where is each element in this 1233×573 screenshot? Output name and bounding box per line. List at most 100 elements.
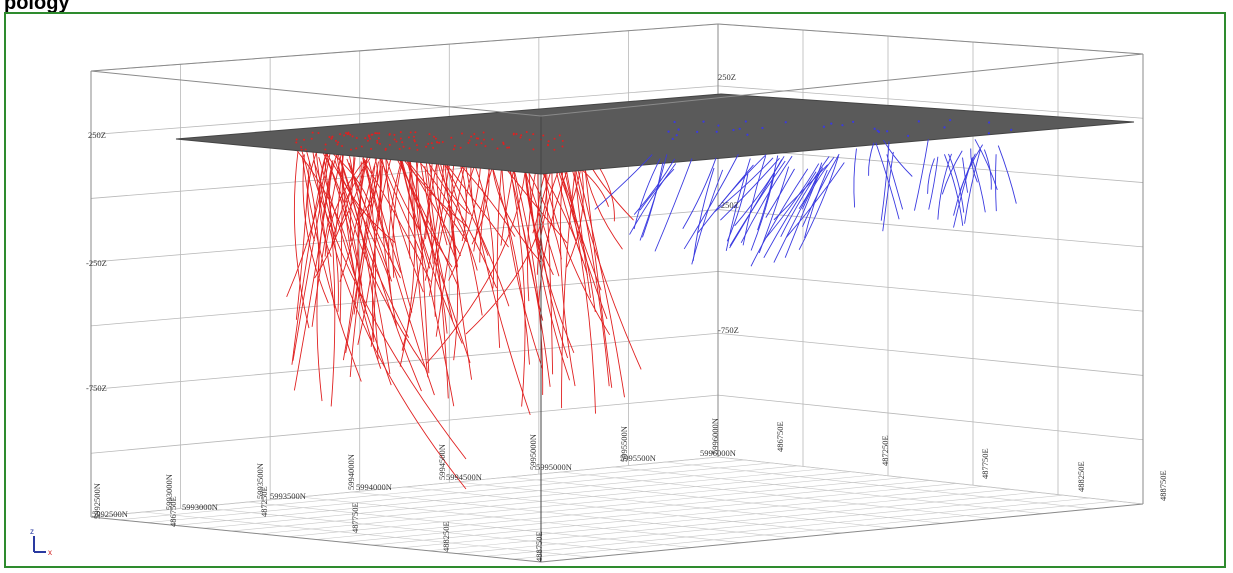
collar-marker xyxy=(677,128,680,131)
drillhole-trace xyxy=(491,165,542,263)
drillhole-trace xyxy=(633,158,676,215)
collar-marker xyxy=(351,135,354,138)
drillhole-trace xyxy=(415,157,431,269)
drillhole-trace xyxy=(692,167,715,262)
collar-marker xyxy=(1010,128,1013,131)
drillhole-trace xyxy=(301,155,362,382)
collar-marker xyxy=(376,132,379,135)
collar-marker xyxy=(409,131,412,134)
collar-marker xyxy=(364,137,367,140)
collar-marker xyxy=(436,141,439,144)
northing-label-front-5996000: 5996000N xyxy=(700,448,736,458)
gizmo-z-label: z xyxy=(30,527,34,536)
collar-marker xyxy=(432,135,435,138)
collar-marker xyxy=(528,138,531,141)
collar-marker xyxy=(553,148,556,151)
floor-grid-line xyxy=(287,477,904,537)
collar-marker xyxy=(475,137,478,140)
easting-label-left-486750: 486750E xyxy=(168,496,178,527)
collar-marker xyxy=(415,144,418,147)
drillhole-trace xyxy=(570,149,610,387)
drillhole-trace xyxy=(765,163,820,239)
collar-marker xyxy=(412,135,415,138)
collar-marker xyxy=(393,138,396,141)
drillhole-trace xyxy=(523,166,540,250)
collar-marker xyxy=(407,136,410,139)
drillhole-trace xyxy=(315,148,467,490)
northing-label-5994000: 5994000N xyxy=(346,454,356,490)
northing-label-5994500: 5994500N xyxy=(437,444,447,480)
collar-marker xyxy=(336,143,339,146)
wall-grid-line xyxy=(90,332,719,390)
drillhole-trace xyxy=(561,161,577,409)
floor-grid-line xyxy=(456,494,1064,554)
z-label-left-neg750: -750Z xyxy=(86,383,107,393)
collar-marker xyxy=(402,145,405,148)
3d-viewport[interactable]: 250Z -250Z -750Z 250Z -250Z -750Z 599250… xyxy=(4,12,1226,568)
wall-grid-line xyxy=(90,85,719,136)
easting-label-487750: 487750E xyxy=(980,448,990,479)
collar-marker xyxy=(553,137,556,140)
drillhole-trace xyxy=(882,151,894,232)
collar-marker xyxy=(830,122,833,125)
drillhole-trace xyxy=(318,151,332,257)
easting-label-488750: 488750E xyxy=(1158,470,1168,501)
collar-marker xyxy=(378,132,381,135)
collar-marker xyxy=(376,141,379,144)
collar-marker xyxy=(696,130,699,133)
easting-label-486750: 486750E xyxy=(775,421,785,452)
drillhole-trace xyxy=(372,144,396,343)
drillhole-trace xyxy=(543,154,554,375)
collar-marker xyxy=(532,148,535,151)
collar-marker xyxy=(311,131,314,134)
drillhole-trace xyxy=(639,154,668,241)
frame-edge xyxy=(90,516,542,563)
drillhole-trace xyxy=(429,163,448,246)
collar-marker xyxy=(398,147,401,150)
drillhole-trace xyxy=(798,155,839,251)
drillholes-east xyxy=(594,139,1017,267)
drillhole-trace xyxy=(379,157,398,327)
drillhole-trace xyxy=(802,153,840,227)
drillhole-trace xyxy=(399,159,416,367)
drillhole-trace xyxy=(337,166,396,244)
drillhole-trace xyxy=(407,164,471,363)
drillhole-trace xyxy=(654,158,693,252)
easting-label-left-487750: 487750E xyxy=(350,502,360,533)
wall-grid-line xyxy=(717,271,1144,312)
collar-marker xyxy=(761,126,764,130)
collar-marker xyxy=(519,136,522,139)
drillhole-trace xyxy=(311,141,345,327)
drillhole-trace xyxy=(726,173,749,242)
collar-marker xyxy=(506,146,509,149)
collar-marker xyxy=(331,135,334,138)
3d-scene[interactable]: 250Z -250Z -750Z 250Z -250Z -750Z 599250… xyxy=(6,14,1224,566)
z-label-back-250: 250Z xyxy=(718,72,736,82)
drillhole-trace xyxy=(804,169,828,239)
frame-edge xyxy=(90,23,719,72)
northing-label-front-5995500: 5995500N xyxy=(620,453,656,463)
collar-marker xyxy=(416,148,419,151)
collar-marker xyxy=(345,132,348,135)
drillhole-trace xyxy=(328,150,340,233)
floor-grid-line xyxy=(175,465,798,526)
collar-marker xyxy=(987,121,991,124)
collar-marker xyxy=(715,130,718,133)
collar-marker xyxy=(371,133,374,136)
collar-marker xyxy=(310,137,313,140)
drillhole-trace xyxy=(305,148,467,460)
collar-marker xyxy=(512,133,515,136)
drillhole-trace xyxy=(995,154,997,212)
collar-marker xyxy=(542,134,545,137)
drillhole-trace xyxy=(299,145,320,271)
collar-marker xyxy=(484,145,487,148)
collar-marker xyxy=(317,132,320,135)
drillhole-trace xyxy=(750,168,809,267)
drillhole-trace xyxy=(970,148,978,183)
easting-label-left-488250: 488250E xyxy=(441,521,451,552)
collar-marker xyxy=(337,141,340,144)
drillhole-trace xyxy=(507,148,544,395)
collar-marker xyxy=(339,133,342,136)
window-title: pology xyxy=(4,0,70,14)
floor-grid-line xyxy=(315,480,931,540)
